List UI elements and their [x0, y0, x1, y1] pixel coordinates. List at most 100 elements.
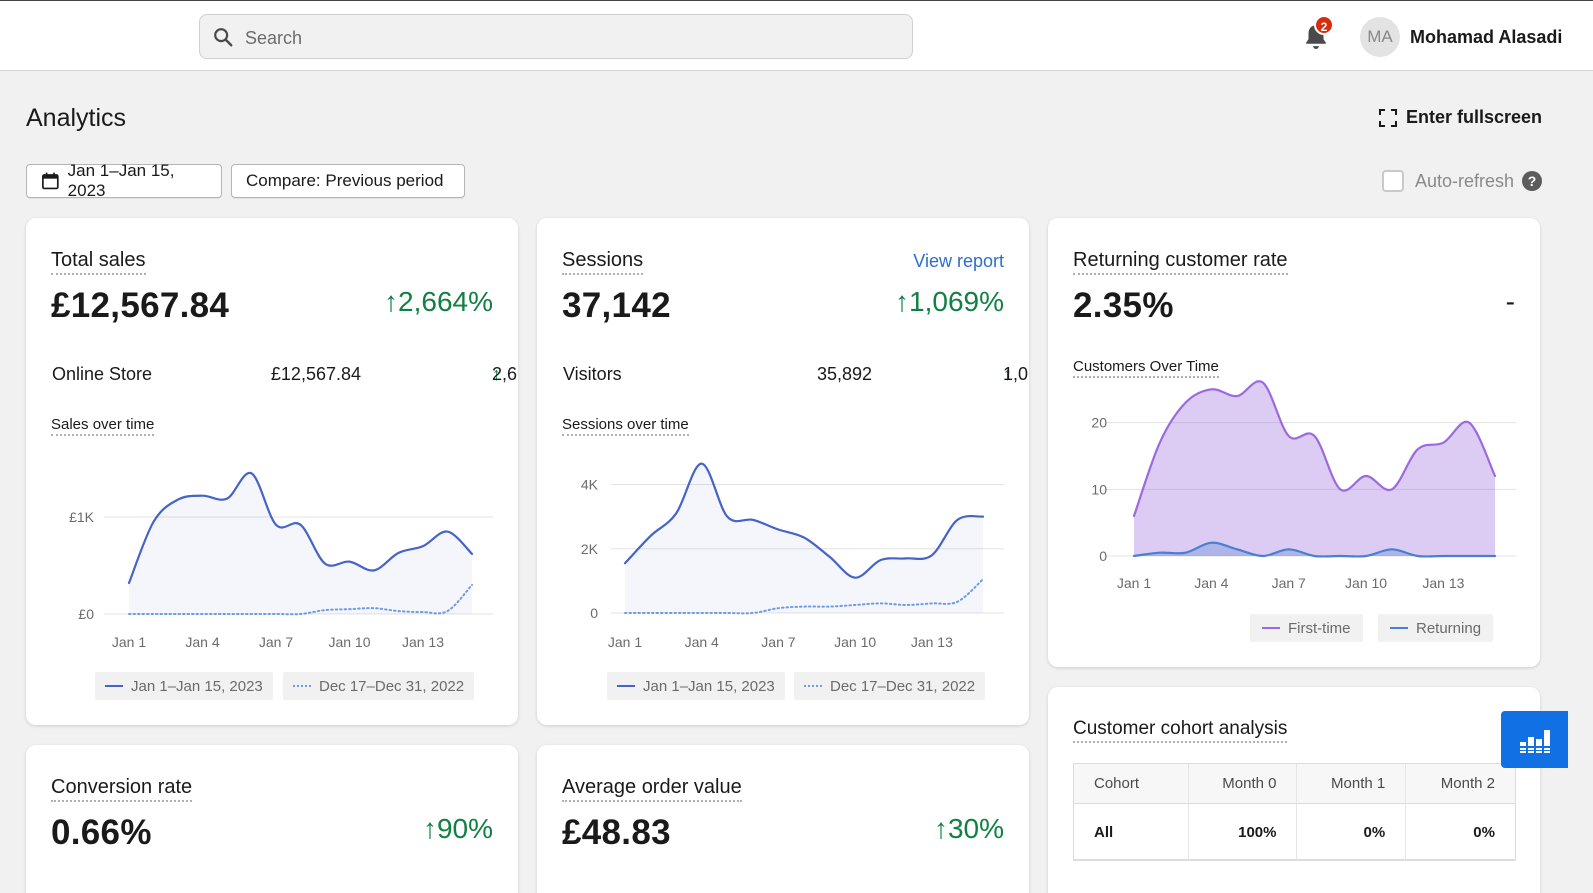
blue-line-swatch [1390, 627, 1408, 629]
table-row: All 100% 0% 0% [1074, 804, 1515, 860]
conversion-delta: ↑90% [422, 813, 493, 844]
returning-title[interactable]: Returning customer rate [1073, 249, 1288, 275]
search-icon [214, 28, 233, 47]
username[interactable]: Mohamad Alasadi [1410, 27, 1563, 47]
total-sales-delta: ↑2,664% [384, 286, 493, 317]
sessions-delta: ↑1,069% [895, 286, 1004, 317]
top-bar: Search 2 MA Mohamad Alasadi [0, 0, 1593, 71]
fullscreen-icon [1379, 108, 1397, 127]
header-month-0: Month 0 [1189, 764, 1298, 803]
search-input[interactable]: Search [199, 14, 913, 59]
calendar-icon [42, 172, 59, 190]
aov-title[interactable]: Average order value [562, 776, 742, 802]
y-tick-label: 0 [1099, 548, 1107, 564]
sessions-title[interactable]: Sessions [562, 249, 644, 275]
cell-month-1: 0% [1297, 804, 1407, 860]
series-line-1[interactable] [1132, 380, 1497, 518]
returning-delta: - [1505, 286, 1515, 317]
x-tick-label: Jan 4 [185, 634, 219, 650]
up-arrow-icon: ↑ [1003, 364, 1012, 384]
sessions-card: Sessions View report 37,142 ↑1,069% Visi… [537, 218, 1029, 725]
x-tick-label: Jan 13 [1422, 575, 1464, 591]
sales-over-time-chart: £0 £1K Jan 1 Jan 4 Jan 7 Jan 10 Jan 13 [69, 471, 493, 650]
notification-count-badge: 2 [1314, 15, 1334, 35]
customers-over-time-chart: 0 10 20 Jan 1 Jan 4 Jan 7 Jan 10 Jan 13 [1091, 380, 1516, 591]
up-arrow-icon: ↑ [492, 364, 501, 384]
x-tick-label: Jan 13 [911, 634, 953, 650]
legend-current-period[interactable]: Jan 1–Jan 15, 2023 [607, 672, 785, 700]
auto-refresh-checkbox[interactable] [1382, 170, 1404, 192]
y-tick-label: £1K [69, 509, 95, 525]
legend-current-label: Jan 1–Jan 15, 2023 [131, 677, 263, 695]
auto-refresh-toggle: Auto-refresh ? [1382, 170, 1543, 192]
date-range-button[interactable]: Jan 1–Jan 15, 2023 [26, 161, 222, 200]
cohort-table: Cohort Month 0 Month 1 Month 2 All 100% … [1073, 763, 1516, 861]
header-month-1: Month 1 [1297, 764, 1407, 803]
x-tick-label: Jan 1 [112, 634, 146, 650]
breakdown-name: Visitors [563, 364, 622, 384]
x-tick-label: Jan 10 [328, 634, 370, 650]
conversion-value: 0.66% [51, 813, 152, 852]
fullscreen-label: Enter fullscreen [1406, 107, 1543, 127]
legend-previous-period[interactable]: Dec 17–Dec 31, 2022 [283, 672, 475, 700]
y-tick-label: 20 [1091, 415, 1107, 431]
solid-line-swatch [617, 685, 635, 687]
date-range-label: Jan 1–Jan 15, 2023 [67, 161, 175, 200]
x-tick-label: Jan 13 [402, 634, 444, 650]
legend-previous-label: Dec 17–Dec 31, 2022 [319, 677, 465, 695]
total-sales-value: £12,567.84 [51, 286, 230, 325]
x-tick-label: Jan 7 [259, 634, 293, 650]
conversion-rate-card: Conversion rate 0.66% ↑90% [26, 745, 518, 893]
purple-line-swatch [1262, 627, 1280, 629]
series-line-2[interactable] [1132, 541, 1497, 558]
breakdown-name: Online Store [52, 364, 153, 384]
compare-label: Compare: Previous period [246, 171, 444, 190]
help-icon[interactable]: ? [1522, 171, 1543, 191]
header-month-2: Month 2 [1440, 775, 1495, 792]
solid-line-swatch [105, 685, 123, 687]
total-sales-card: Total sales £12,567.84 ↑2,664% Online St… [26, 218, 518, 725]
legend-current-period[interactable]: Jan 1–Jan 15, 2023 [95, 672, 273, 700]
x-tick-label: Jan 7 [761, 634, 795, 650]
table-header-row: Cohort Month 0 Month 1 Month 2 [1074, 764, 1515, 804]
y-tick-label: 4K [581, 477, 599, 493]
series-line-2[interactable] [128, 583, 473, 616]
x-tick-label: Jan 1 [608, 634, 642, 650]
conversion-title[interactable]: Conversion rate [51, 776, 193, 802]
cohort-title[interactable]: Customer cohort analysis [1073, 718, 1288, 743]
compare-button[interactable]: Compare: Previous period [231, 164, 465, 198]
breakdown-delta-value: 1,064% [1003, 364, 1029, 384]
legend-returning[interactable]: Returning [1378, 614, 1494, 642]
series-line-1[interactable] [127, 471, 474, 585]
series-area-1 [1134, 381, 1495, 556]
series-area-1 [129, 472, 472, 614]
breakdown-value: £12,567.84 [270, 364, 361, 384]
search-placeholder: Search [245, 28, 303, 48]
breakdown-delta-value: 2,664% [492, 364, 518, 384]
customers-chart-label[interactable]: Customers Over Time [1073, 358, 1219, 378]
legend-first-time-label: First-time [1288, 619, 1351, 637]
aov-value: £48.83 [562, 813, 671, 852]
returning-value: 2.35% [1073, 286, 1174, 325]
view-report-link[interactable]: View report [913, 251, 1004, 271]
series-line-1[interactable] [623, 462, 985, 579]
y-tick-label: 10 [1091, 481, 1107, 497]
avatar[interactable]: MA [1360, 17, 1400, 57]
y-tick-label: 0 [590, 605, 598, 621]
legend-previous-period[interactable]: Dec 17–Dec 31, 2022 [794, 672, 986, 700]
bar-chart-icon [1518, 729, 1551, 753]
enter-fullscreen-button[interactable]: Enter fullscreen [1378, 107, 1542, 128]
returning-customer-card: Returning customer rate 2.35% - Customer… [1048, 218, 1540, 667]
analytics-fab-button[interactable] [1501, 711, 1568, 768]
legend-first-time[interactable]: First-time [1250, 614, 1363, 642]
sessions-chart-label[interactable]: Sessions over time [562, 416, 689, 436]
sales-chart-label[interactable]: Sales over time [51, 416, 155, 436]
series-line-2[interactable] [624, 578, 984, 615]
cell-month-0: 100% [1189, 804, 1298, 860]
x-tick-label: Jan 10 [1345, 575, 1387, 591]
dotted-line-swatch [804, 685, 822, 687]
y-tick-label: £0 [78, 606, 94, 622]
total-sales-title[interactable]: Total sales [51, 249, 146, 275]
x-tick-label: Jan 1 [1117, 575, 1151, 591]
page-title: Analytics [26, 104, 127, 132]
